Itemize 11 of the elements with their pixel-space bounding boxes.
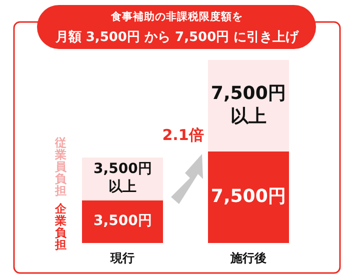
x-tick-label: 施行後 [230,251,266,265]
chart-subtitle: 月額 3,500円 から 7,500円 に引き上げ [54,29,300,45]
annotation: 2.1倍 [162,126,204,144]
data-label: 7,500円以上 [210,83,287,128]
data-label: 3,500円 [92,212,153,230]
data-label: 7,500円 [210,186,287,208]
series-label: 企業負担 [54,201,68,252]
series-label: 従業員負担 [54,135,68,198]
chart-title: 食事補助の非課税限度額を [110,10,243,23]
x-tick-label: 現行 [110,251,134,265]
data-label: 3,500円以上 [92,161,153,196]
